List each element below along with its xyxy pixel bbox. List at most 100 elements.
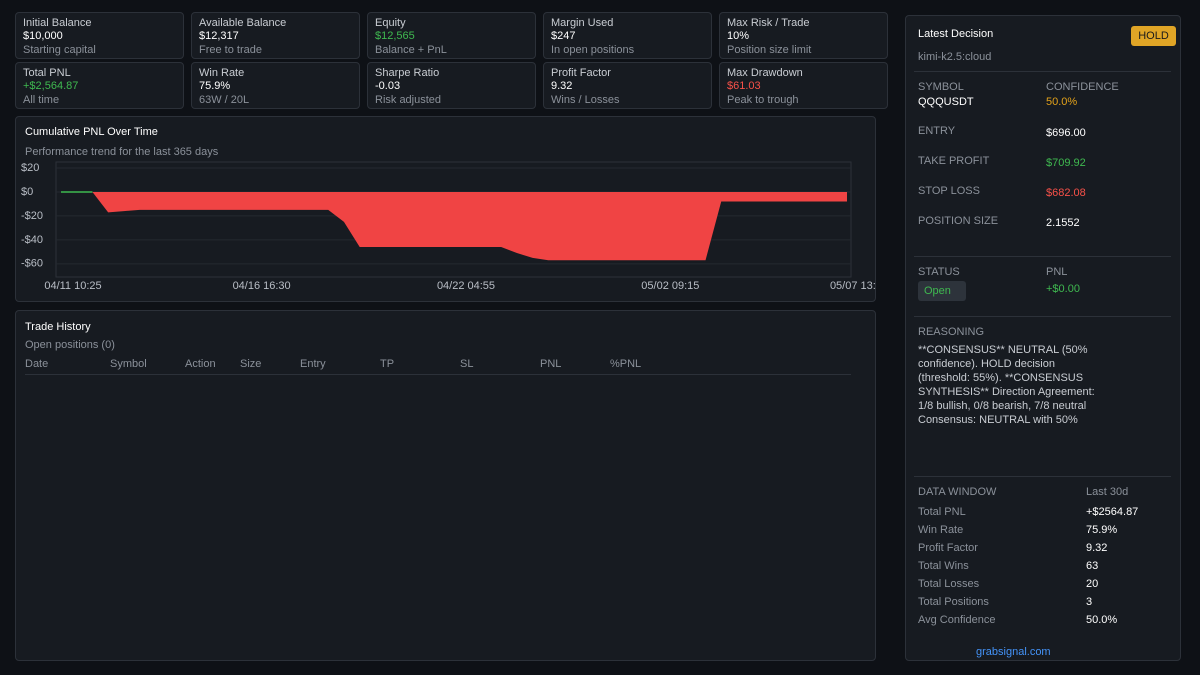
stat-value: +$2,564.87 [23,80,79,92]
stat-note: Starting capital [23,44,96,56]
field-value: $709.92 [1046,157,1086,169]
row-label: Profit Factor [918,542,978,554]
column-header: Action [185,358,216,370]
stat-card: Max Risk / Trade 10% Position size limit [719,12,888,59]
field-label: POSITION SIZE [918,215,999,227]
window-value: Last 30d [1086,486,1129,498]
field-label: SYMBOL [918,81,964,93]
stat-value: $12,317 [199,30,239,42]
plot-frame [55,161,852,278]
trade-card: Trade History Open positions (0) Date Sym… [15,310,876,661]
status-badge: Open [918,281,966,301]
stat-label: Profit Factor [551,67,611,79]
row-value: 20 [1086,578,1099,590]
field-value: QQQUSDT [918,96,974,108]
stat-note: All time [23,94,60,106]
separator [914,476,1171,477]
stat-value: 10% [727,30,750,42]
stat-note: Balance + PnL [375,44,447,56]
stat-note: 63W / 20L [199,94,250,106]
column-header: TP [380,358,395,370]
stat-note: Free to trade [199,44,262,56]
chart-card: Cumulative PNL Over Time Performance tre… [15,116,876,302]
row-label: Total PNL [918,506,966,518]
stat-note: Peak to trough [727,94,799,106]
column-header: SL [460,358,474,370]
chart-subtitle: Performance trend for the last 365 days [25,146,219,158]
field-label: STOP LOSS [918,185,980,197]
stat-label: Equity [375,17,406,29]
separator [914,71,1171,72]
y-tick-label: $20 [21,162,39,174]
column-header: PNL [540,358,562,370]
window-label: DATA WINDOW [918,486,997,498]
field-value: $696.00 [1046,127,1086,139]
stat-value: $61.03 [727,80,761,92]
row-label: Avg Confidence [918,614,996,626]
pnl-area [61,191,847,261]
stat-card: Win Rate 75.9% 63W / 20L [191,62,360,109]
row-value: +$2564.87 [1086,506,1139,518]
column-header: Size [240,358,262,370]
column-header: %PNL [610,358,642,370]
stat-label: Sharpe Ratio [375,67,440,79]
stat-label: Available Balance [199,17,287,29]
y-tick-label: -$20 [21,210,43,222]
reasoning-text: **CONSENSUS** NEUTRAL (50% confidence). … [918,344,1095,426]
row-label: Total Wins [918,560,969,572]
x-tick-label: 04/11 10:25 [44,280,101,292]
trade-subtitle: Open positions (0) [25,339,115,351]
pnl-value: +$0.00 [1046,283,1080,295]
y-tick-label: -$40 [21,234,43,246]
field-label: CONFIDENCE [1046,81,1119,93]
footer-link: grabsignal.com [976,646,1051,658]
reasoning-label: REASONING [918,326,985,338]
stat-label: Win Rate [199,67,245,79]
stat-card: Sharpe Ratio -0.03 Risk adjusted [367,62,536,109]
stat-label: Total PNL [23,67,71,79]
column-header: Date [25,358,49,370]
stat-label: Margin Used [551,17,614,29]
row-label: Win Rate [918,524,964,536]
stat-value: 75.9% [199,80,231,92]
stat-card: Profit Factor 9.32 Wins / Losses [543,62,712,109]
chart-title: Cumulative PNL Over Time [25,126,158,138]
column-header: Symbol [110,358,147,370]
field-value: 50.0% [1046,96,1078,108]
stat-card: Equity $12,565 Balance + PnL [367,12,536,59]
status-label: STATUS [918,266,960,278]
separator [914,256,1171,257]
separator [914,316,1171,317]
x-tick-label: 04/16 16:30 [233,280,291,292]
stat-note: In open positions [551,44,635,56]
row-value: 3 [1086,596,1093,608]
row-label: Total Positions [918,596,989,608]
x-tick-label: 05/02 09:15 [641,280,699,292]
y-tick-label: $0 [21,186,33,198]
stat-value: $12,565 [375,30,415,42]
stat-value: 9.32 [551,80,573,92]
x-tick-label: 05/07 13:55 [830,280,875,292]
row-value: 75.9% [1086,524,1118,536]
stat-label: Max Risk / Trade [727,17,810,29]
stat-value: $10,000 [23,30,63,42]
stat-value: $247 [551,30,576,42]
stat-card: Max Drawdown $61.03 Peak to trough [719,62,888,109]
stat-value: -0.03 [375,80,401,92]
column-header: Entry [300,358,326,370]
trade-title: Trade History [25,321,91,333]
stat-card: Initial Balance $10,000 Starting capital [15,12,184,59]
header-line [25,374,851,375]
field-label: ENTRY [918,125,956,137]
stat-card: Margin Used $247 In open positions [543,12,712,59]
stat-note: Risk adjusted [375,94,442,106]
field-value: 2.1552 [1046,217,1080,229]
x-tick-label: 04/22 04:55 [437,280,495,292]
field-label: TAKE PROFIT [918,155,990,167]
decision-badge: HOLD [1131,26,1176,46]
row-value: 63 [1086,560,1099,572]
panel-title: Latest Decision [918,28,994,40]
row-label: Total Losses [918,578,980,590]
